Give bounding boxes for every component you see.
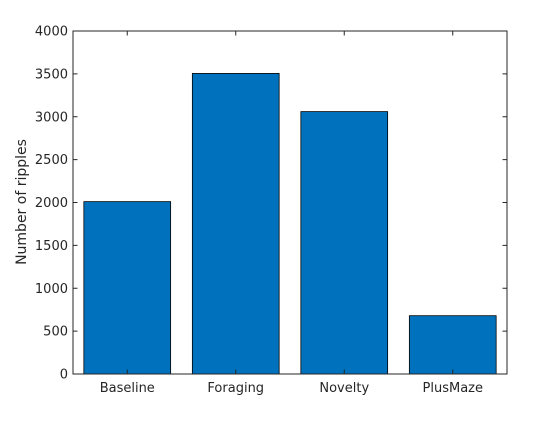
bar-plusmaze [408, 315, 497, 375]
y-tick-label: 1500 [35, 239, 68, 254]
y-tick-label: 500 [43, 325, 68, 340]
bar-baseline [83, 201, 172, 375]
y-tick-label: 3000 [35, 110, 68, 125]
bar-novelty [300, 111, 389, 375]
y-tick-label: 1000 [35, 282, 68, 297]
bar-foraging [191, 73, 280, 375]
x-tick-label-foraging: Foraging [207, 381, 264, 396]
y-axis-ticks: 0 500 1000 1500 2000 2500 3000 3500 4000 [35, 25, 507, 383]
x-axis-ticks: Baseline Foraging Novelty PlusMaze [100, 31, 483, 396]
y-tick-label: 2000 [35, 196, 68, 211]
y-tick-label: 2500 [35, 153, 68, 168]
bars [83, 73, 497, 375]
y-tick-label: 3500 [35, 67, 68, 82]
y-axis-label: Number of ripples [14, 139, 30, 265]
x-tick-label-novelty: Novelty [319, 381, 369, 396]
x-tick-label-plusmaze: PlusMaze [423, 381, 483, 396]
y-tick-label: 4000 [35, 25, 68, 40]
x-tick-label-baseline: Baseline [100, 381, 155, 396]
y-tick-label: 0 [60, 368, 68, 383]
